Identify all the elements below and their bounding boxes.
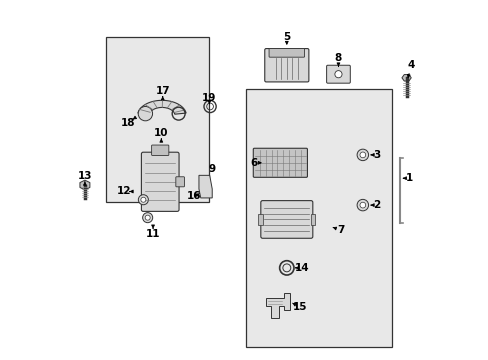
Text: 11: 11	[145, 229, 160, 239]
Text: 2: 2	[373, 200, 380, 210]
Polygon shape	[265, 293, 290, 318]
Text: 9: 9	[208, 164, 215, 174]
FancyBboxPatch shape	[253, 148, 307, 177]
Circle shape	[138, 107, 152, 121]
Polygon shape	[80, 180, 90, 190]
Text: 10: 10	[154, 129, 168, 138]
FancyBboxPatch shape	[260, 201, 312, 238]
Text: 7: 7	[337, 225, 345, 235]
Text: 1: 1	[405, 173, 412, 183]
Bar	[106, 37, 208, 202]
Polygon shape	[199, 175, 212, 198]
Circle shape	[359, 152, 365, 158]
Circle shape	[359, 202, 365, 208]
Circle shape	[141, 197, 145, 202]
FancyBboxPatch shape	[176, 177, 184, 187]
Text: 13: 13	[78, 171, 92, 181]
FancyBboxPatch shape	[268, 49, 304, 57]
Circle shape	[145, 215, 150, 220]
Text: 8: 8	[334, 53, 342, 63]
Polygon shape	[401, 75, 410, 81]
Bar	[246, 89, 391, 347]
Text: 12: 12	[117, 186, 131, 197]
Text: 6: 6	[250, 158, 257, 168]
Circle shape	[334, 71, 341, 78]
FancyBboxPatch shape	[151, 145, 168, 156]
Circle shape	[142, 213, 152, 223]
Text: 3: 3	[373, 150, 380, 160]
Circle shape	[356, 149, 368, 161]
Circle shape	[356, 199, 368, 211]
Bar	[258, 214, 262, 225]
Text: 17: 17	[155, 86, 170, 96]
Text: 16: 16	[187, 191, 201, 201]
Text: 19: 19	[202, 93, 216, 103]
Text: 5: 5	[283, 32, 290, 42]
FancyBboxPatch shape	[141, 152, 179, 211]
Text: 4: 4	[407, 60, 414, 70]
Circle shape	[138, 195, 148, 205]
FancyBboxPatch shape	[326, 65, 349, 83]
Text: 14: 14	[294, 263, 308, 273]
Text: 18: 18	[121, 118, 135, 128]
Bar	[310, 214, 315, 225]
FancyBboxPatch shape	[264, 49, 308, 82]
Text: 15: 15	[292, 302, 306, 312]
Polygon shape	[138, 100, 186, 114]
